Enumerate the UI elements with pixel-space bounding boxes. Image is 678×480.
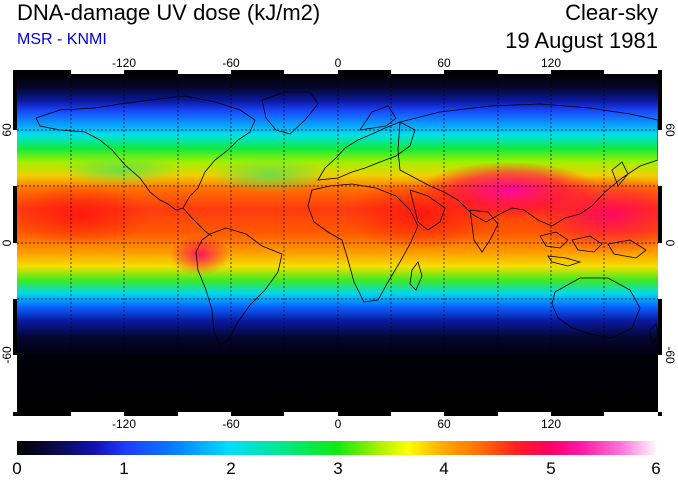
lat-label-right: -60: [663, 346, 677, 364]
lon-label-bottom: -60: [222, 417, 240, 431]
date-label: 19 August 1981: [505, 28, 658, 53]
colorbar: [17, 441, 658, 455]
coastlines: [17, 91, 658, 403]
graticule: [17, 74, 658, 412]
lon-label-top: 0: [335, 56, 342, 70]
lon-label-bottom: -120: [112, 417, 136, 431]
lat-label-right: 0: [663, 240, 677, 247]
lat-label-left: 60: [0, 123, 14, 137]
map-frame: [13, 70, 662, 416]
lon-label-bottom: 0: [335, 417, 342, 431]
map-title: DNA-damage UV dose (kJ/m2): [17, 0, 321, 25]
colorbar-tick-label: 2: [226, 459, 236, 478]
lon-label-top: 120: [541, 56, 561, 70]
colorbar-tick-label: 1: [119, 459, 129, 478]
lon-label-top: 60: [437, 56, 451, 70]
colorbar-tick-label: 4: [439, 459, 449, 478]
lat-label-right: 60: [663, 123, 677, 137]
colorbar-tick-label: 5: [546, 459, 556, 478]
sky-condition-label: Clear-sky: [565, 0, 658, 25]
lon-label-bottom: 120: [541, 417, 561, 431]
lon-label-top: -60: [222, 56, 240, 70]
colorbar-tick-label: 3: [333, 459, 343, 478]
lat-label-left: -60: [0, 346, 14, 364]
data-source-label: MSR - KNMI: [17, 31, 107, 48]
lon-label-top: -120: [112, 56, 136, 70]
lat-label-left: 0: [0, 239, 14, 246]
lon-label-bottom: 60: [437, 417, 451, 431]
colorbar-tick-label: 0: [12, 459, 22, 478]
colorbar-tick-label: 6: [651, 459, 661, 478]
